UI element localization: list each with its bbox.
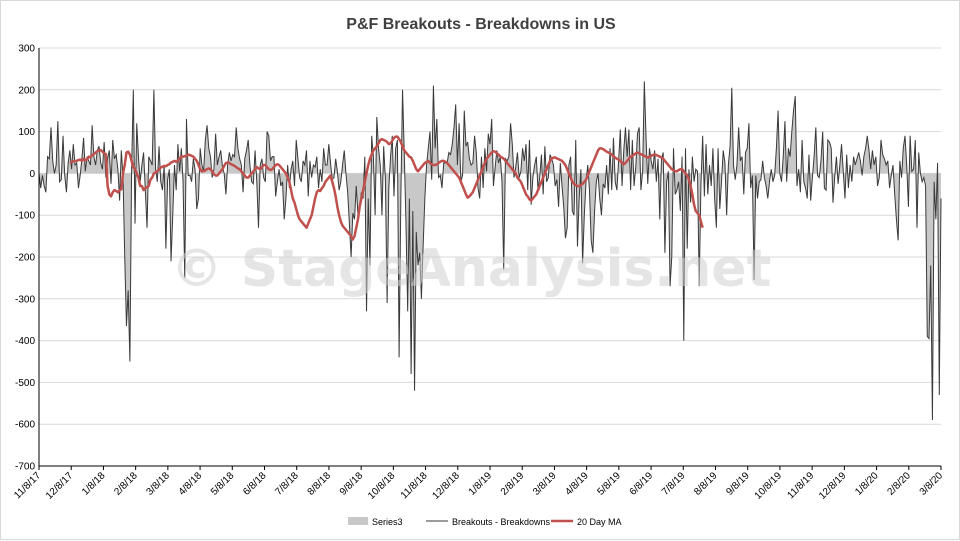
x-tick-label: 2/8/20	[885, 470, 913, 498]
x-tick-label: 1/8/19	[467, 470, 495, 498]
x-tick-label: 9/8/18	[338, 470, 366, 498]
legend-swatch-series3	[348, 517, 368, 525]
y-tick-label: -700	[15, 462, 35, 473]
y-tick-label: 0	[29, 169, 35, 180]
legend-label-series3: Series3	[372, 517, 403, 527]
legend-label-ma: 20 Day MA	[577, 517, 622, 527]
x-tick-label: 12/8/17	[44, 470, 76, 502]
x-tick-label: 7/8/19	[660, 470, 688, 498]
x-tick-label: 11/8/19	[785, 470, 816, 501]
breakouts-line	[38, 81, 942, 421]
legend-label-breakouts: Breakouts - Breakdowns	[452, 517, 551, 527]
series3-area-path	[39, 81, 941, 421]
x-tick-label: 3/8/20	[918, 470, 946, 498]
x-tick-label: 6/8/19	[628, 470, 656, 498]
x-tick-label: 8/8/18	[306, 470, 334, 498]
x-tick-label: 11/8/18	[399, 470, 430, 501]
x-tick-label: 2/8/18	[112, 470, 140, 498]
x-tick-label: 8/8/19	[692, 470, 720, 498]
x-tick-label: 6/8/18	[241, 470, 269, 498]
x-tick-label: 9/8/19	[724, 470, 752, 498]
x-tick-label: 5/8/19	[596, 470, 624, 498]
y-tick-label: -100	[15, 211, 35, 222]
x-tick-label: 2/8/19	[499, 470, 527, 498]
y-axis-tick-labels: 300 200 100 0 -100 -200 -300 -400 -500 -600 -700	[15, 44, 35, 473]
y-tick-label: -400	[15, 336, 35, 347]
x-tick-label: 3/8/18	[145, 470, 173, 498]
y-tick-label: -200	[15, 253, 35, 264]
x-tick-label: 12/8/18	[431, 470, 463, 502]
x-tick-label: 10/8/19	[753, 470, 785, 502]
x-tick-label: 4/8/19	[563, 470, 591, 498]
y-tick-label: 100	[18, 127, 35, 138]
ma-line-path	[69, 135, 704, 241]
x-tick-label: 4/8/18	[177, 470, 205, 498]
x-tick-label: 1/8/20	[853, 470, 881, 498]
watermark-text: © StageAnalysis.net	[171, 239, 772, 299]
series3-area	[39, 81, 941, 421]
ma-line	[69, 135, 704, 241]
breakouts-line-path	[38, 81, 942, 421]
y-tick-label: -600	[15, 420, 35, 431]
x-tick-label: 11/8/17	[12, 470, 43, 501]
x-tick-label: 3/8/19	[531, 470, 559, 498]
chart-title: P&F Breakouts - Breakdowns in US	[346, 16, 616, 33]
x-tick-label: 12/8/19	[817, 470, 849, 502]
x-tick-label: 1/8/18	[80, 470, 108, 498]
x-tick-label: 5/8/18	[209, 470, 237, 498]
y-tick-label: 300	[18, 44, 35, 55]
legend: Series3 Breakouts - Breakdowns 20 Day MA	[348, 517, 622, 527]
x-tick-label: 10/8/18	[366, 470, 398, 502]
axes	[38, 48, 942, 470]
y-tick-label: -500	[15, 378, 35, 389]
x-tick-label: 7/8/18	[273, 470, 301, 498]
x-axis-tick-labels: 11/8/17 12/8/17 1/8/18 2/8/18 3/8/18 4/8/18 5/…	[12, 470, 945, 502]
y-tick-label: 200	[18, 85, 35, 96]
y-tick-label: -300	[15, 294, 35, 305]
